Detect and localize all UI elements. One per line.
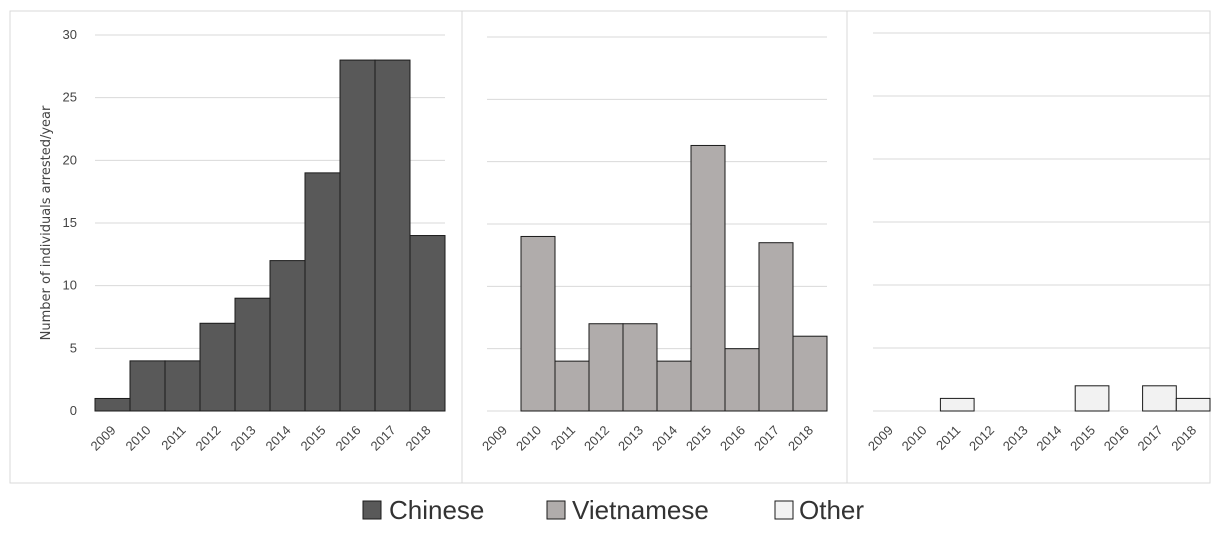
bar bbox=[520, 235, 556, 412]
panel-2: 2009 2010 2011 2012 2013 2014 2015 2016 2017 2018 bbox=[479, 36, 828, 454]
x-tick-label: 2014 bbox=[649, 423, 680, 454]
bar bbox=[724, 348, 760, 412]
bar bbox=[1142, 385, 1177, 412]
x-tick-label: 2013 bbox=[615, 423, 646, 454]
x-tick-label: 2013 bbox=[228, 423, 259, 454]
bar bbox=[690, 144, 726, 412]
x-tick-label: 2018 bbox=[1168, 423, 1199, 454]
x-tick-label: 2014 bbox=[1033, 423, 1064, 454]
x-tick-label: 2012 bbox=[193, 423, 224, 454]
x-tick-label: 2011 bbox=[158, 423, 188, 453]
bar bbox=[234, 297, 271, 412]
x-tick-label: 2017 bbox=[1135, 423, 1166, 454]
legend: Chinese Vietnamese Other bbox=[362, 495, 864, 525]
bar bbox=[164, 360, 201, 412]
x-tick-label: 2011 bbox=[548, 423, 578, 453]
bar bbox=[304, 172, 341, 412]
x-tick-label: 2013 bbox=[1000, 423, 1031, 454]
y-tick-label: 15 bbox=[63, 215, 77, 230]
legend-item-vietnamese: Vietnamese bbox=[546, 495, 709, 525]
y-tick-label: 10 bbox=[63, 278, 77, 293]
x-tick-label: 2010 bbox=[899, 423, 930, 454]
x-tick-label: 2014 bbox=[263, 423, 294, 454]
bar bbox=[129, 360, 166, 412]
x-tick-label: 2009 bbox=[88, 423, 119, 454]
bar bbox=[199, 322, 236, 412]
bar bbox=[374, 59, 411, 412]
legend-label: Chinese bbox=[389, 495, 484, 525]
panel-3: 2009 2010 2011 2012 2013 2014 2015 2016 2017 2018 bbox=[865, 32, 1211, 454]
x-tick-label: 2018 bbox=[785, 423, 816, 454]
x-tick-label: 2012 bbox=[966, 423, 997, 454]
bar bbox=[792, 335, 828, 412]
bar bbox=[409, 235, 446, 412]
panels-layer: 0 5 10 15 20 25 30 Number of individuals arrest… bbox=[9, 10, 1211, 484]
y-tick-label: 30 bbox=[63, 27, 77, 42]
figure-border bbox=[9, 10, 1211, 484]
x-tick-label: 2010 bbox=[123, 423, 154, 454]
panel-1: 0 5 10 15 20 25 30 Number of individuals arrest… bbox=[39, 27, 446, 454]
x-tick-label: 2016 bbox=[1101, 423, 1132, 454]
bar bbox=[656, 360, 692, 412]
x-tick-label: 2010 bbox=[513, 423, 544, 454]
bar bbox=[939, 397, 975, 412]
legend-label: Vietnamese bbox=[572, 495, 709, 525]
x-tick-label: 2017 bbox=[751, 423, 782, 454]
x-tick-label: 2016 bbox=[333, 423, 364, 454]
bar bbox=[588, 323, 624, 412]
bar bbox=[622, 323, 658, 412]
bar bbox=[339, 59, 376, 412]
x-tick-label: 2018 bbox=[403, 423, 434, 454]
legend-swatch bbox=[546, 500, 566, 520]
bar bbox=[1175, 397, 1211, 412]
y-axis-label: Number of individuals arrested/year bbox=[39, 105, 54, 340]
y-tick-label: 0 bbox=[70, 403, 77, 418]
bar bbox=[554, 360, 590, 412]
legend-item-other: Other bbox=[774, 495, 864, 525]
bar bbox=[269, 260, 306, 412]
bar bbox=[1074, 385, 1110, 412]
bar bbox=[758, 242, 794, 412]
y-tick-label: 25 bbox=[63, 90, 77, 105]
x-tick-label: 2009 bbox=[479, 423, 510, 454]
y-tick-label: 5 bbox=[70, 340, 77, 355]
x-tick-label: 2016 bbox=[717, 423, 748, 454]
bar bbox=[94, 397, 131, 412]
x-tick-label: 2009 bbox=[865, 423, 896, 454]
x-tick-label: 2017 bbox=[368, 423, 399, 454]
x-tick-label: 2015 bbox=[298, 423, 329, 454]
legend-swatch bbox=[774, 500, 794, 520]
x-tick-label: 2012 bbox=[581, 423, 612, 454]
legend-label: Other bbox=[799, 495, 864, 525]
x-tick-label: 2015 bbox=[683, 423, 714, 454]
x-tick-label: 2015 bbox=[1067, 423, 1098, 454]
x-tick-label: 2011 bbox=[933, 423, 963, 453]
legend-swatch bbox=[362, 500, 382, 520]
y-tick-label: 20 bbox=[63, 152, 77, 167]
legend-item-chinese: Chinese bbox=[362, 495, 484, 525]
